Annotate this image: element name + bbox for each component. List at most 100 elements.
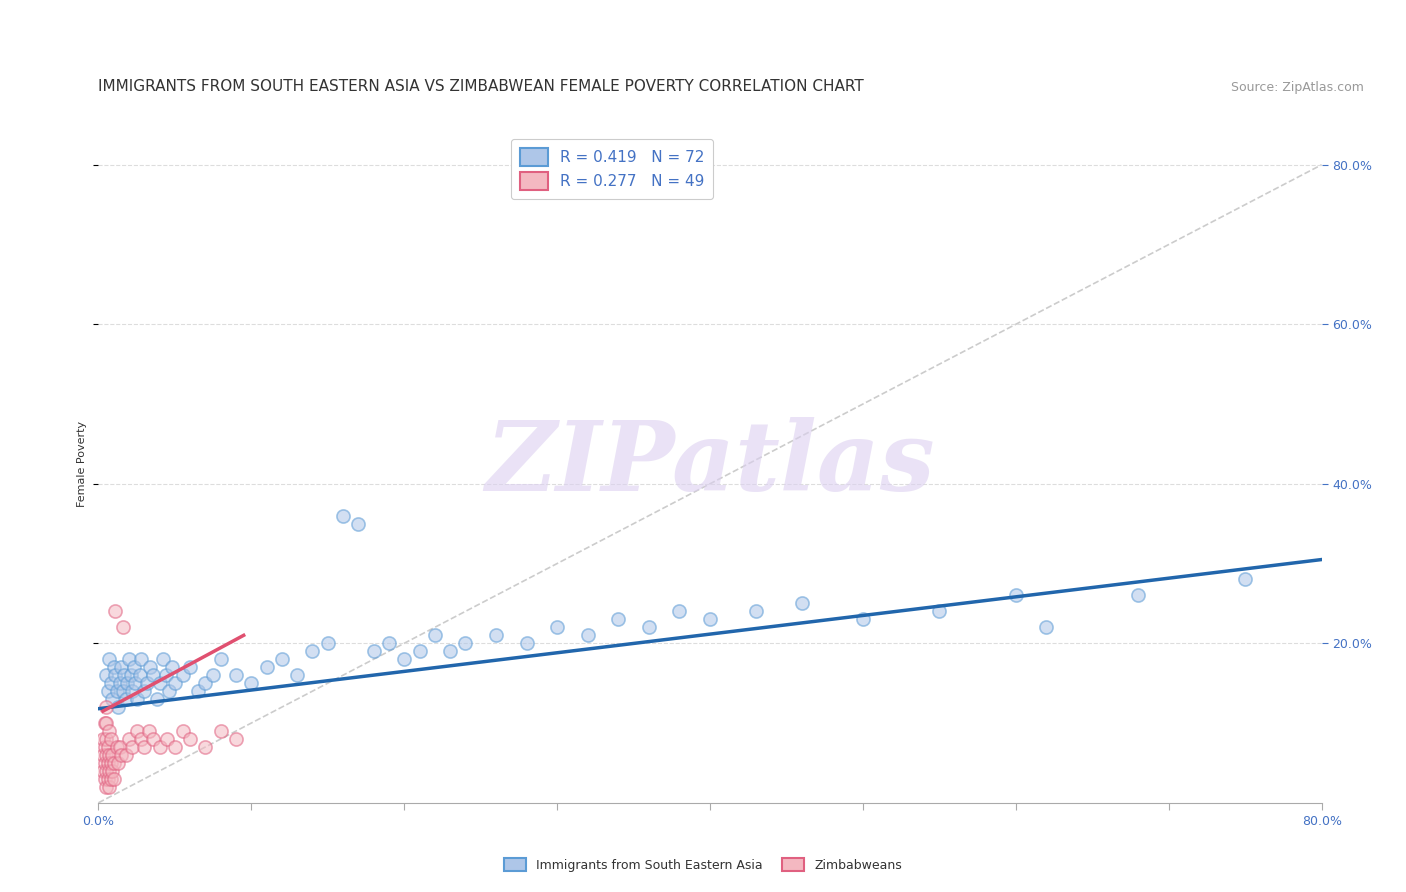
Point bbox=[256, 660, 278, 674]
Point bbox=[115, 692, 138, 706]
Point bbox=[423, 628, 446, 642]
Point bbox=[179, 731, 201, 746]
Point bbox=[100, 731, 122, 746]
Point bbox=[316, 636, 339, 650]
Point bbox=[107, 700, 129, 714]
Point bbox=[363, 644, 385, 658]
Point bbox=[100, 756, 122, 770]
Point bbox=[118, 731, 141, 746]
Legend: Immigrants from South Eastern Asia, Zimbabweans: Immigrants from South Eastern Asia, Zimb… bbox=[499, 854, 907, 877]
Point bbox=[103, 756, 125, 770]
Point bbox=[408, 644, 430, 658]
Point bbox=[97, 739, 120, 754]
Point bbox=[240, 676, 263, 690]
Point bbox=[145, 692, 167, 706]
Point bbox=[111, 620, 134, 634]
Point bbox=[1035, 620, 1057, 634]
Point bbox=[187, 684, 209, 698]
Point bbox=[93, 716, 115, 731]
Point bbox=[98, 652, 121, 666]
Point bbox=[117, 676, 139, 690]
Point bbox=[129, 731, 152, 746]
Point bbox=[285, 668, 308, 682]
Point bbox=[122, 660, 145, 674]
Point bbox=[149, 739, 172, 754]
Point bbox=[93, 772, 115, 786]
Point bbox=[105, 739, 128, 754]
Point bbox=[112, 668, 135, 682]
Point bbox=[97, 684, 120, 698]
Point bbox=[163, 739, 186, 754]
Point bbox=[745, 604, 768, 618]
Text: IMMIGRANTS FROM SOUTH EASTERN ASIA VS ZIMBABWEAN FEMALE POVERTY CORRELATION CHAR: IMMIGRANTS FROM SOUTH EASTERN ASIA VS ZI… bbox=[98, 78, 865, 94]
Point bbox=[98, 724, 121, 739]
Point bbox=[98, 780, 121, 794]
Point bbox=[454, 636, 477, 650]
Point bbox=[94, 716, 117, 731]
Point bbox=[108, 676, 131, 690]
Point bbox=[270, 652, 292, 666]
Point bbox=[94, 668, 117, 682]
Point bbox=[121, 684, 143, 698]
Point bbox=[225, 731, 247, 746]
Point bbox=[111, 684, 134, 698]
Point bbox=[516, 636, 538, 650]
Point bbox=[546, 620, 568, 634]
Point bbox=[101, 764, 124, 778]
Point bbox=[98, 764, 121, 778]
Point bbox=[485, 628, 508, 642]
Point bbox=[607, 612, 630, 626]
Legend: R = 0.419   N = 72, R = 0.277   N = 49: R = 0.419 N = 72, R = 0.277 N = 49 bbox=[510, 139, 713, 199]
Point bbox=[790, 596, 813, 610]
Point bbox=[110, 747, 132, 762]
Point bbox=[100, 676, 122, 690]
Point bbox=[139, 660, 162, 674]
Point bbox=[378, 636, 401, 650]
Point bbox=[93, 756, 115, 770]
Point bbox=[149, 676, 172, 690]
Point bbox=[332, 508, 354, 523]
Point bbox=[156, 731, 179, 746]
Point bbox=[104, 668, 127, 682]
Point bbox=[129, 652, 152, 666]
Point bbox=[125, 692, 148, 706]
Point bbox=[91, 764, 114, 778]
Point bbox=[107, 756, 129, 770]
Point bbox=[110, 660, 132, 674]
Point bbox=[134, 684, 156, 698]
Point bbox=[225, 668, 247, 682]
Point bbox=[439, 644, 461, 658]
Point bbox=[100, 772, 122, 786]
Point bbox=[121, 739, 143, 754]
Point bbox=[124, 676, 146, 690]
Point bbox=[347, 516, 370, 531]
Point bbox=[157, 684, 180, 698]
Point bbox=[202, 668, 225, 682]
Point bbox=[138, 724, 160, 739]
Point bbox=[172, 668, 194, 682]
Point bbox=[928, 604, 950, 618]
Point bbox=[152, 652, 174, 666]
Point bbox=[104, 604, 127, 618]
Point bbox=[97, 756, 120, 770]
Point bbox=[142, 668, 165, 682]
Point bbox=[172, 724, 194, 739]
Point bbox=[93, 739, 115, 754]
Point bbox=[1004, 589, 1026, 603]
Point bbox=[134, 739, 156, 754]
Point bbox=[91, 731, 114, 746]
Point bbox=[91, 747, 114, 762]
Point bbox=[94, 731, 117, 746]
Point bbox=[94, 747, 117, 762]
Point bbox=[125, 724, 148, 739]
Point bbox=[128, 668, 150, 682]
Point bbox=[576, 628, 599, 642]
Point bbox=[155, 668, 177, 682]
Point bbox=[637, 620, 661, 634]
Point bbox=[194, 739, 217, 754]
Point bbox=[142, 731, 165, 746]
Point bbox=[194, 676, 217, 690]
Point bbox=[105, 684, 128, 698]
Point bbox=[163, 676, 186, 690]
Point bbox=[1128, 589, 1150, 603]
